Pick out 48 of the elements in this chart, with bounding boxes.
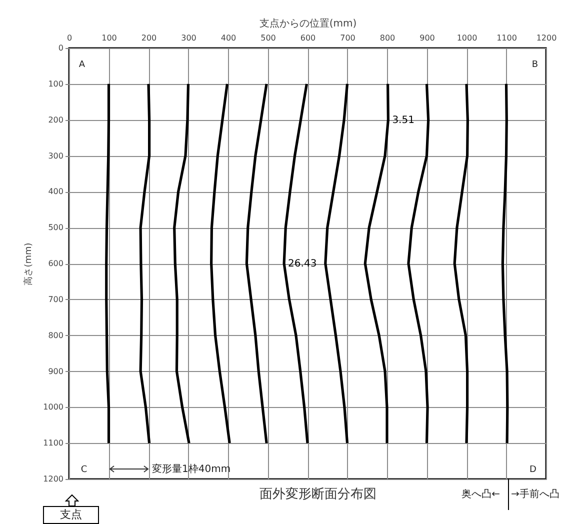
y-tick-label: 900 bbox=[48, 366, 64, 376]
y-tick-label: 600 bbox=[48, 259, 64, 268]
y-tick-label: 1100 bbox=[43, 438, 64, 448]
y-tick-label: 700 bbox=[48, 294, 64, 304]
x-tick-label: 1100 bbox=[496, 34, 517, 42]
y-tick-label: 0 bbox=[58, 44, 64, 52]
y-tick-label: 1200 bbox=[43, 474, 64, 484]
y-tick-label: 1000 bbox=[43, 402, 64, 412]
y-tick-label: 100 bbox=[48, 79, 64, 88]
line-series bbox=[324, 82, 349, 444]
x-tick-label: 1000 bbox=[456, 34, 478, 42]
x-tick-label: 200 bbox=[141, 34, 157, 42]
x-tick-label: 1200 bbox=[536, 34, 557, 42]
x-tick-label: 900 bbox=[420, 34, 435, 42]
x-tick-label: 0 bbox=[66, 34, 72, 42]
text: 支点 bbox=[60, 508, 82, 521]
y-tick-label: 200 bbox=[48, 115, 64, 124]
line-series bbox=[173, 82, 190, 444]
annotation: B bbox=[532, 60, 538, 70]
y-tick-label: 300 bbox=[48, 151, 64, 160]
line-series bbox=[453, 82, 469, 444]
annotation: 変形量1枠40mm bbox=[152, 463, 231, 475]
text: 奥へ凸← bbox=[462, 488, 500, 500]
x-tick-label: 400 bbox=[220, 34, 236, 42]
line-series bbox=[245, 82, 268, 444]
line-series bbox=[105, 82, 110, 444]
y-axis-title: 高さ(mm) bbox=[23, 242, 34, 286]
text: →手前へ凸 bbox=[511, 488, 560, 500]
y-tick-label: 400 bbox=[48, 187, 64, 196]
x-axis-title: 支点からの位置(mm) bbox=[259, 18, 357, 30]
x-tick-label: 700 bbox=[340, 34, 356, 42]
line-series bbox=[210, 82, 231, 444]
annotation: C bbox=[80, 465, 88, 475]
y-tick-label: 500 bbox=[48, 223, 64, 232]
annotation: 26.43 bbox=[288, 258, 317, 270]
x-tick-label: 600 bbox=[300, 34, 316, 42]
x-tick-label: 500 bbox=[260, 34, 276, 42]
x-tick-label: 300 bbox=[181, 34, 196, 42]
annotation: A bbox=[78, 60, 86, 70]
y-tick-label: 800 bbox=[48, 330, 64, 340]
line-series bbox=[139, 82, 151, 444]
line-series bbox=[501, 82, 509, 444]
line-series bbox=[364, 82, 390, 444]
text: 面外変形断面分布図 bbox=[260, 486, 376, 502]
x-tick-label: 100 bbox=[102, 34, 117, 42]
annotation: 3.51 bbox=[392, 114, 414, 126]
x-tick-label: 800 bbox=[380, 34, 396, 42]
annotation: D bbox=[530, 465, 537, 475]
